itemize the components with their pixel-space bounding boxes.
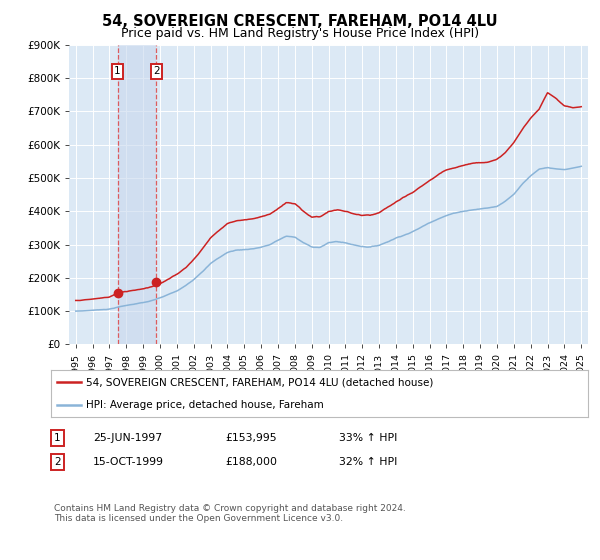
Text: £153,995: £153,995 [225, 433, 277, 443]
Text: 33% ↑ HPI: 33% ↑ HPI [339, 433, 397, 443]
Text: 25-JUN-1997: 25-JUN-1997 [93, 433, 162, 443]
Text: 54, SOVEREIGN CRESCENT, FAREHAM, PO14 4LU: 54, SOVEREIGN CRESCENT, FAREHAM, PO14 4L… [102, 14, 498, 29]
Text: £188,000: £188,000 [225, 457, 277, 467]
Text: 54, SOVEREIGN CRESCENT, FAREHAM, PO14 4LU (detached house): 54, SOVEREIGN CRESCENT, FAREHAM, PO14 4L… [86, 377, 433, 388]
Text: 2: 2 [153, 67, 160, 76]
Text: 2: 2 [54, 457, 61, 467]
Text: 1: 1 [114, 67, 121, 76]
Text: 1: 1 [54, 433, 61, 443]
Text: Price paid vs. HM Land Registry's House Price Index (HPI): Price paid vs. HM Land Registry's House … [121, 27, 479, 40]
Text: 15-OCT-1999: 15-OCT-1999 [93, 457, 164, 467]
Text: Contains HM Land Registry data © Crown copyright and database right 2024.
This d: Contains HM Land Registry data © Crown c… [54, 504, 406, 524]
Text: 32% ↑ HPI: 32% ↑ HPI [339, 457, 397, 467]
Text: HPI: Average price, detached house, Fareham: HPI: Average price, detached house, Fare… [86, 400, 323, 410]
Bar [118, 45, 157, 344]
